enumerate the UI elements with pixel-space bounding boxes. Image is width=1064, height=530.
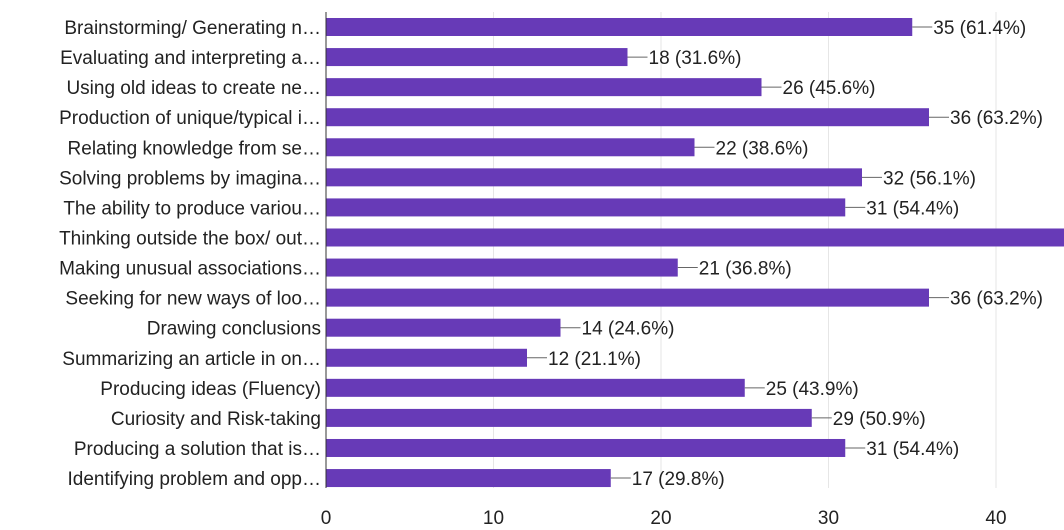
category-label: Seeking for new ways of loo… bbox=[65, 289, 321, 310]
bar bbox=[326, 318, 561, 337]
bar bbox=[326, 228, 1064, 247]
category-label: Producing a solution that is… bbox=[74, 439, 321, 460]
data-label: 35 (61.4%) bbox=[933, 18, 1026, 39]
bar bbox=[326, 348, 527, 367]
category-label: Making unusual associations… bbox=[59, 259, 321, 280]
bar bbox=[326, 198, 846, 217]
data-label: 36 (63.2%) bbox=[950, 289, 1043, 310]
bar bbox=[326, 378, 745, 397]
bar bbox=[326, 138, 695, 157]
category-label: Solving problems by imagina… bbox=[59, 168, 321, 189]
bar bbox=[326, 288, 929, 307]
bar bbox=[326, 48, 628, 67]
bar bbox=[326, 18, 913, 36]
data-label: 31 (54.4%) bbox=[866, 439, 959, 460]
category-label: Thinking outside the box/ out… bbox=[59, 228, 321, 249]
category-label: Curiosity and Risk-taking bbox=[111, 409, 321, 430]
data-label: 22 (38.6%) bbox=[716, 138, 809, 159]
data-label: 18 (31.6%) bbox=[649, 48, 742, 69]
category-label: Production of unique/typical i… bbox=[59, 108, 321, 129]
category-label: Summarizing an article in on… bbox=[62, 349, 321, 370]
category-label: Producing ideas (Fluency) bbox=[100, 379, 321, 400]
x-tick-label: 40 bbox=[985, 508, 1006, 529]
category-label: Identifying problem and opp… bbox=[68, 469, 322, 490]
data-label: 21 (36.8%) bbox=[699, 259, 792, 280]
bar bbox=[326, 469, 611, 488]
bar bbox=[326, 108, 929, 127]
category-label: Relating knowledge from se… bbox=[68, 138, 321, 159]
data-label: 32 (56.1%) bbox=[883, 168, 976, 189]
data-label: 36 (63.2%) bbox=[950, 108, 1043, 129]
category-label: The ability to produce variou… bbox=[63, 198, 321, 219]
category-label: Evaluating and interpreting a… bbox=[60, 48, 321, 69]
x-tick-label: 20 bbox=[650, 508, 671, 529]
category-label: Drawing conclusions bbox=[147, 319, 321, 340]
data-label: 12 (21.1%) bbox=[548, 349, 641, 370]
bar bbox=[326, 168, 862, 187]
category-label: Using old ideas to create ne… bbox=[66, 78, 321, 99]
x-tick-label: 30 bbox=[818, 508, 839, 529]
data-label: 14 (24.6%) bbox=[582, 319, 675, 340]
bar bbox=[326, 438, 846, 457]
data-label: 17 (29.8%) bbox=[632, 469, 725, 490]
bar bbox=[326, 78, 762, 97]
data-label: 25 (43.9%) bbox=[766, 379, 859, 400]
category-label: Brainstorming/ Generating n… bbox=[64, 18, 321, 39]
x-tick-label: 10 bbox=[483, 508, 504, 529]
data-label: 26 (45.6%) bbox=[783, 78, 876, 99]
bar bbox=[326, 408, 812, 427]
data-label: 31 (54.4%) bbox=[866, 198, 959, 219]
x-tick-label: 0 bbox=[321, 508, 332, 529]
data-label: 29 (50.9%) bbox=[833, 409, 926, 430]
bar bbox=[326, 258, 678, 277]
